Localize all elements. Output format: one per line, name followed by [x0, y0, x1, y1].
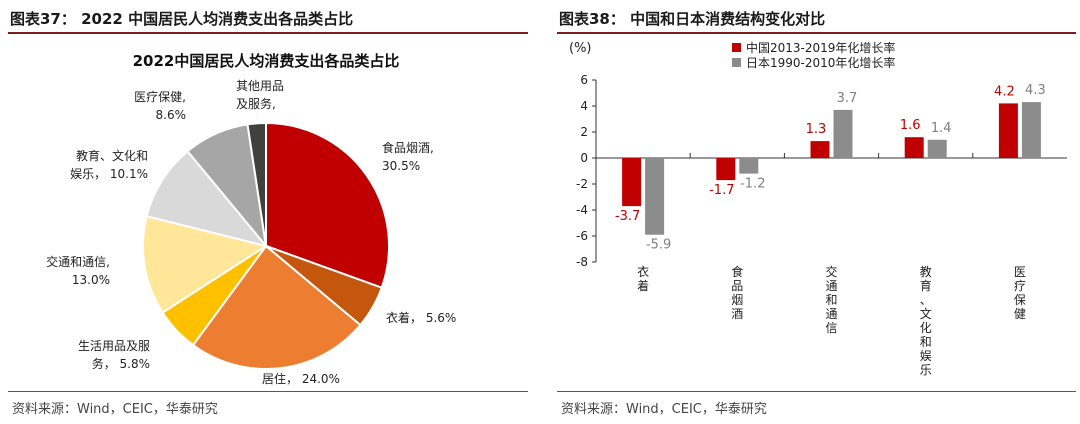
y-tick-label-5: 2	[580, 125, 588, 139]
category-label-1: 食品烟酒	[731, 264, 743, 321]
left-title-rule	[8, 32, 528, 34]
bar-s0-c2	[810, 141, 830, 158]
left-footer-rule	[8, 391, 528, 392]
bar-label-s1-c3: 1.4	[931, 121, 952, 136]
bar-s0-c1	[716, 158, 736, 181]
pie-slice-5	[145, 149, 269, 248]
bar-s1-c0	[645, 158, 665, 235]
category-label-4: 医疗保健	[1014, 265, 1026, 321]
left-figure-title: 图表37： 2022 中国居民人均消费支出各品类占比	[10, 10, 354, 28]
pie-label-6: 医疗保健, 8.6%	[134, 90, 186, 122]
pie-label-3: 生活用品及服务， 5.8%	[78, 339, 150, 371]
category-label-2: 交通和通信	[825, 264, 837, 335]
bar-label-s0-c1: -1.7	[709, 183, 734, 198]
bar-s0-c0	[622, 158, 642, 207]
bar-label-s1-c2: 3.7	[837, 91, 858, 106]
pie-slice-7	[246, 121, 267, 247]
pie-label-5: 教育、文化和娱乐， 10.1%	[70, 148, 148, 181]
legend-swatch-0	[732, 43, 741, 52]
pie-slice-0	[265, 121, 390, 289]
bar-s0-c4	[998, 103, 1018, 158]
bar-label-s1-c4: 4.3	[1025, 83, 1046, 98]
y-tick-label-7: 6	[580, 73, 588, 87]
pie-slice-2	[191, 244, 362, 370]
bar-label-s1-c1: -1.2	[740, 177, 765, 192]
right-footer-rule	[557, 391, 1076, 392]
bar-label-s0-c0: -3.7	[615, 209, 640, 224]
bar-label-s1-c0: -5.9	[646, 238, 671, 253]
y-tick-label-3: -2	[576, 177, 588, 191]
bar-label-s0-c4: 4.2	[994, 84, 1015, 99]
bar-s1-c1	[739, 158, 759, 174]
y-tick-label-0: -8	[576, 255, 588, 269]
category-label-0: 衣着	[637, 264, 649, 293]
y-unit-label: (%)	[569, 41, 592, 56]
category-label-3: 教育、文化和娱乐	[920, 264, 932, 377]
pie-title: 2022中国居民人均消费支出各品类占比	[133, 52, 400, 70]
right-title-rule	[557, 32, 1076, 34]
y-tick-label-4: 0	[580, 151, 588, 165]
right-figure-title: 图表38： 中国和日本消费结构变化对比	[559, 10, 826, 28]
legend-swatch-1	[732, 58, 741, 67]
y-tick-label-6: 4	[580, 99, 588, 113]
pie-label-2: 居住， 24.0%	[262, 372, 340, 386]
pie-label-7: 其他用品及服务,	[236, 79, 284, 111]
bar-label-s0-c3: 1.6	[900, 118, 921, 133]
left-panel: 图表37： 2022 中国居民人均消费支出各品类占比 2022中国居民人均消费支…	[0, 0, 532, 424]
pie-label-1: 衣着， 5.6%	[386, 310, 456, 325]
right-source-note: 资料来源：Wind，CEIC，华泰研究	[561, 402, 767, 417]
y-tick-label-1: -6	[576, 229, 588, 243]
bar-s1-c2	[833, 109, 853, 158]
bar-s0-c3	[904, 137, 924, 158]
left-source-note: 资料来源：Wind，CEIC，华泰研究	[12, 402, 218, 417]
bar-s1-c4	[1021, 102, 1041, 158]
legend-label-1: 日本1990-2010年化增长率	[746, 55, 895, 70]
bar-chart: (%) -8 -6 -4 -2 0 2 4 6 -3.7 -5.9 衣着 -1.7 -1.2 食品烟酒 1.3…	[569, 40, 1067, 377]
pie-slice-4	[142, 214, 269, 314]
y-tick-label-2: -4	[576, 203, 588, 217]
legend-label-0: 中国2013-2019年化增长率	[746, 40, 895, 55]
pie-label-4: 交通和通信, 13.0%	[46, 254, 110, 287]
pie-label-0: 食品烟酒, 30.5%	[382, 140, 434, 173]
right-panel: 图表38： 中国和日本消费结构变化对比 (%) -8 -6 -4 -2 0 2 4 6 -3.7-…	[549, 0, 1080, 424]
bar-label-s0-c2: 1.3	[806, 122, 827, 137]
bar-s1-c3	[927, 139, 947, 158]
